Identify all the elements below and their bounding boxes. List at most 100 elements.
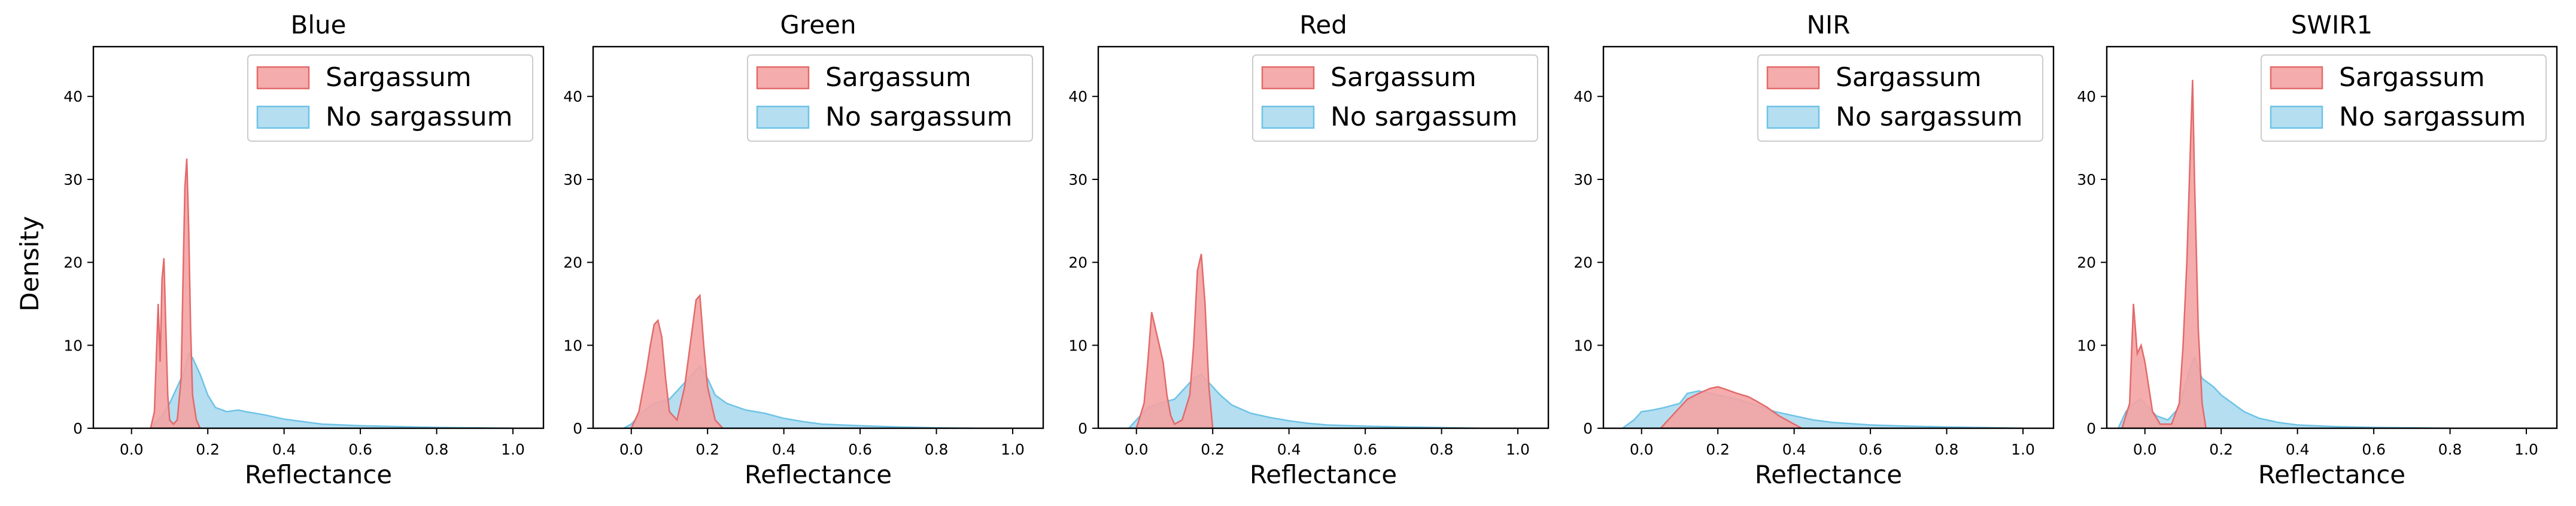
y-tick-label: 30 [2077,171,2096,188]
subplot-title: NIR [1807,10,1851,39]
x-tick-label: 0.4 [1782,441,1806,458]
legend-box [247,54,533,142]
series-group [1128,254,1480,428]
x-tick-label: 1.0 [1506,441,1530,458]
legend-label: Sargassum [825,62,971,93]
y-tick-label: 0 [1583,420,1593,437]
series-group [150,158,514,428]
x-tick-label: 0.2 [695,441,719,458]
legend-swatch [2270,66,2323,90]
legend-label: Sargassum [326,62,472,93]
x-tick-label: 0.8 [925,441,949,458]
subplot-red: 0.0 0.2 0.4 0.6 0.8 1.0 0 10 20 30 40 Red Reflectanc… [1068,10,1550,489]
legend: Sargassum No sargassum [1252,54,1538,142]
y-tick-label: 10 [1573,337,1593,354]
x-tick-label: 0.6 [1353,441,1377,458]
y-tick-label: 20 [1573,254,1593,272]
x-tick-label: 0.2 [196,441,220,458]
x-tick-label: 0.4 [1277,441,1301,458]
x-tick-label: 1.0 [2514,441,2538,458]
x-tick-label: 0.8 [2438,441,2462,458]
legend-swatch [756,105,810,129]
x-tick-label: 0.8 [1935,441,1959,458]
x-tick-label: 1.0 [501,441,525,458]
legend-label: No sargassum [1330,102,1518,132]
subplot-blue: 0.0 0.2 0.4 0.6 0.8 1.0 0 10 20 30 40 Blue Reflectan… [63,10,545,489]
y-axis-label: Density [15,216,44,312]
x-tick-label: 0.6 [348,441,372,458]
x-tick-label: 0.2 [2209,441,2233,458]
legend-label: Sargassum [2339,62,2485,93]
subplot-title: Blue [291,10,347,39]
y-tick-label: 0 [1078,420,1087,437]
legend-swatch [256,66,310,90]
series-area-sargassum [2121,80,2207,428]
legend-box [1252,54,1538,142]
series-area-no-sargassum [2117,355,2450,428]
legend-box [747,54,1033,142]
legend-swatch [1261,66,1315,90]
legend-label: No sargassum [326,102,513,132]
legend-label: No sargassum [825,102,1013,132]
series-area-no-sargassum [150,352,514,428]
subplot-swir1: 0.0 0.2 0.4 0.6 0.8 1.0 0 10 20 30 40 SWIR1 Reflecta… [2077,10,2558,489]
y-tick-label: 40 [563,88,582,105]
legend: Sargassum No sargassum [2261,54,2547,142]
subplot-panels: 0.0 0.2 0.4 0.6 0.8 1.0 0 10 20 30 40 Blue Reflectan… [63,10,2558,489]
legend: Sargassum No sargassum [247,54,533,142]
x-tick-label: 1.0 [2011,441,2035,458]
legend: Sargassum No sargassum [747,54,1033,142]
legend-swatch [1766,66,1820,90]
y-tick-label: 10 [63,337,83,354]
y-tick-label: 30 [563,171,582,188]
y-tick-label: 30 [63,171,83,188]
series-group [623,294,975,428]
y-tick-label: 30 [1573,171,1593,188]
x-tick-label: 0.0 [1630,441,1654,458]
y-tick-label: 40 [2077,88,2096,105]
y-tick-label: 10 [2077,337,2096,354]
x-tick-label: 0.0 [1125,441,1149,458]
subplot-green: 0.0 0.2 0.4 0.6 0.8 1.0 0 10 20 30 40 Green Reflecta… [563,10,1044,489]
plot-frame [1097,45,1550,429]
x-tick-label: 0.8 [425,441,449,458]
x-tick-label: 0.0 [120,441,144,458]
legend-box [2261,54,2547,142]
x-axis-label: Reflectance [1250,460,1397,489]
x-tick-label: 0.6 [1858,441,1882,458]
x-axis-label: Reflectance [245,460,392,489]
legend-swatch [2270,105,2323,129]
y-tick-label: 20 [1068,254,1087,272]
y-tick-label: 10 [563,337,582,354]
x-tick-label: 0.2 [1201,441,1225,458]
legend-label: No sargassum [1836,102,2023,132]
x-tick-label: 0.6 [2362,441,2386,458]
y-tick-label: 10 [1068,337,1087,354]
legend-swatch [1766,105,1820,129]
legend-label: No sargassum [2339,102,2526,132]
y-tick-label: 0 [573,420,582,437]
series-group [1622,386,2024,428]
x-axis-label: Reflectance [1755,460,1902,489]
x-tick-label: 0.4 [272,441,296,458]
series-area-sargassum [150,158,201,428]
legend-label: Sargassum [1330,62,1477,93]
x-tick-label: 0.4 [772,441,796,458]
series-group [2117,80,2450,428]
legend: Sargassum No sargassum [1757,54,2043,142]
legend-swatch [256,105,310,129]
series-area-sargassum [1135,254,1214,428]
plot-frame [2106,45,2558,429]
x-tick-label: 0.6 [848,441,872,458]
legend-label: Sargassum [1836,62,1982,93]
x-tick-label: 0.4 [2286,441,2310,458]
subplot-title: Red [1299,10,1347,39]
y-tick-label: 40 [63,88,83,105]
legend-swatch [756,66,810,90]
x-tick-label: 0.0 [2133,441,2157,458]
plot-frame [1602,45,2055,429]
y-tick-label: 20 [63,254,83,272]
subplot-nir: 0.0 0.2 0.4 0.6 0.8 1.0 0 10 20 30 40 NIR Reflectanc… [1573,10,2055,489]
series-area-sargassum [630,294,724,428]
